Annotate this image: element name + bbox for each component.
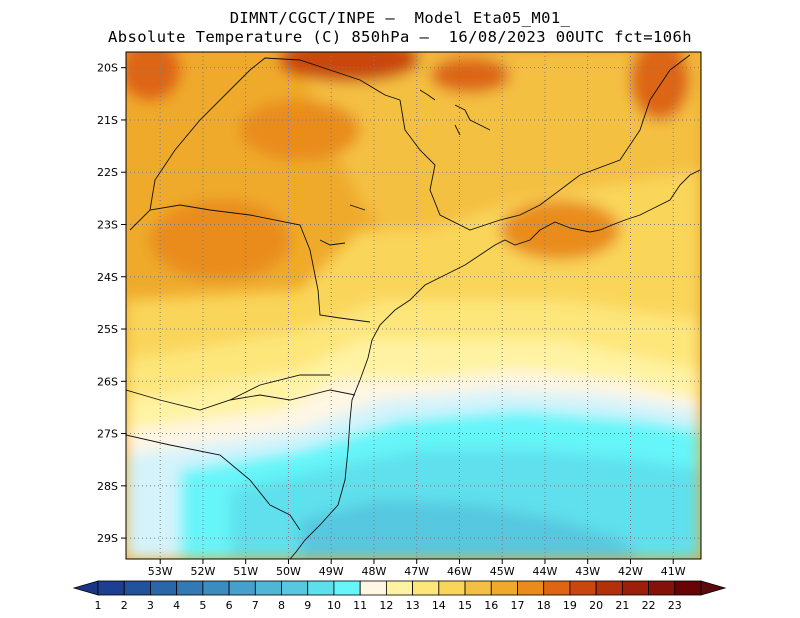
plot-border: [125, 51, 702, 560]
colorbar-swatch: [281, 580, 309, 596]
lat-tick-label: 28S: [97, 480, 118, 493]
colorbar-swatch: [438, 580, 466, 596]
lon-tick-label: 49W: [319, 565, 344, 578]
border-sc-rs: [126, 434, 301, 531]
colorbar-swatch: [150, 580, 178, 596]
colorbar-label: 5: [199, 599, 206, 612]
lat-tick-label: 27S: [97, 428, 118, 441]
colorbar-label: 23: [668, 599, 682, 612]
lon-tick-label: 52W: [191, 565, 216, 578]
colorbar-swatch: [176, 580, 204, 596]
colorbar-label: 16: [484, 599, 498, 612]
colorbar-swatch: [464, 580, 492, 596]
lon-tick-label: 53W: [148, 565, 173, 578]
lat-tick-label: 25S: [97, 323, 118, 336]
reservoirs: [419, 89, 491, 136]
lat-tick-label: 21S: [97, 114, 118, 127]
lat-tick-label: 24S: [97, 271, 118, 284]
colorbar: 1 2 3 4 5 6 7 8 9 10 11 12 13 14 15 16 17 18 19 20 21 22 23: [72, 580, 727, 612]
chart-title-line-1: DIMNT/CGCT/INPE – Model Eta05_M01_: [229, 9, 571, 27]
lat-tick-label: 29S: [97, 532, 118, 545]
border-sc-north: [229, 374, 330, 401]
border-mg-sp-rj-es: [399, 54, 691, 231]
colorbar-swatch: [621, 580, 649, 596]
colorbar-label: 10: [327, 599, 341, 612]
lon-tick-label: 41W: [661, 565, 686, 578]
colorbar-label: 20: [589, 599, 603, 612]
colorbar-label: 7: [252, 599, 259, 612]
colorbar-label: 3: [147, 599, 154, 612]
border-go-mg: [149, 57, 401, 211]
lon-tick-label: 50W: [276, 565, 301, 578]
lat-tick-label: 23S: [97, 218, 118, 231]
colorbar-swatch: [543, 580, 571, 596]
colorbar-swatch: [490, 580, 518, 596]
colorbar-label: 17: [510, 599, 524, 612]
colorbar-swatch: [648, 580, 676, 596]
colorbar-swatch: [674, 580, 702, 596]
colorbar-label: 8: [278, 599, 285, 612]
colorbar-label: 12: [379, 599, 393, 612]
chart-title-line-2: Absolute Temperature (C) 850hPa – 16/08/…: [108, 28, 692, 46]
colorbar-under-arrow: [72, 580, 99, 596]
colorbar-label: 18: [537, 599, 551, 612]
colorbar-label: 21: [615, 599, 629, 612]
borders-and-coastline: [126, 54, 701, 559]
colorbar-swatch: [569, 580, 597, 596]
colorbar-swatch: [517, 580, 545, 596]
lat-tick-label: 22S: [97, 166, 118, 179]
colorbar-label: 6: [226, 599, 233, 612]
colorbar-label: 4: [173, 599, 180, 612]
colorbar-label: 1: [95, 599, 102, 612]
lon-tick-label: 51W: [233, 565, 258, 578]
colorbar-swatch: [333, 580, 361, 596]
border-pr-sc: [126, 389, 356, 411]
colorbar-label: 2: [121, 599, 128, 612]
lat-tick-label: 26S: [97, 375, 118, 388]
lon-tick-label: 48W: [362, 565, 387, 578]
colorbar-swatch: [412, 580, 440, 596]
lon-tick-label: 46W: [447, 565, 472, 578]
lat-lon-grid: [126, 52, 701, 559]
colorbar-swatch: [228, 580, 256, 596]
colorbar-label: 9: [304, 599, 311, 612]
colorbar-label: 22: [642, 599, 656, 612]
longitude-axis: 53W 52W 51W 50W 49W 48W 47W 46W 45W 44W 43W 42W 41W: [148, 559, 686, 578]
lon-tick-label: 42W: [618, 565, 643, 578]
colorbar-swatch: [595, 580, 623, 596]
colorbar-label: 19: [563, 599, 577, 612]
colorbar-label: 14: [432, 599, 446, 612]
coastline: [289, 169, 701, 559]
lon-tick-label: 45W: [490, 565, 515, 578]
colorbar-label: 11: [353, 599, 367, 612]
colorbar-swatch: [123, 580, 151, 596]
colorbar-swatch: [254, 580, 282, 596]
colorbar-swatch: [385, 580, 414, 596]
colorbar-label: 13: [406, 599, 420, 612]
lon-tick-label: 47W: [404, 565, 429, 578]
colorbar-label: 15: [458, 599, 472, 612]
colorbar-swatch: [307, 580, 335, 596]
colorbar-swatch: [202, 580, 230, 596]
lat-tick-label: 20S: [97, 62, 118, 75]
lon-tick-label: 43W: [575, 565, 600, 578]
temperature-field: [126, 52, 701, 559]
rivers: [319, 204, 366, 246]
colorbar-over-arrow: [700, 580, 727, 596]
border-ms-sp-pr: [129, 204, 371, 323]
colorbar-swatch: [97, 580, 125, 596]
colorbar-swatch: [359, 580, 387, 596]
lon-tick-label: 44W: [533, 565, 558, 578]
latitude-axis: 20S 21S 22S 23S 24S 25S 26S 27S 28S 29S: [97, 62, 126, 545]
